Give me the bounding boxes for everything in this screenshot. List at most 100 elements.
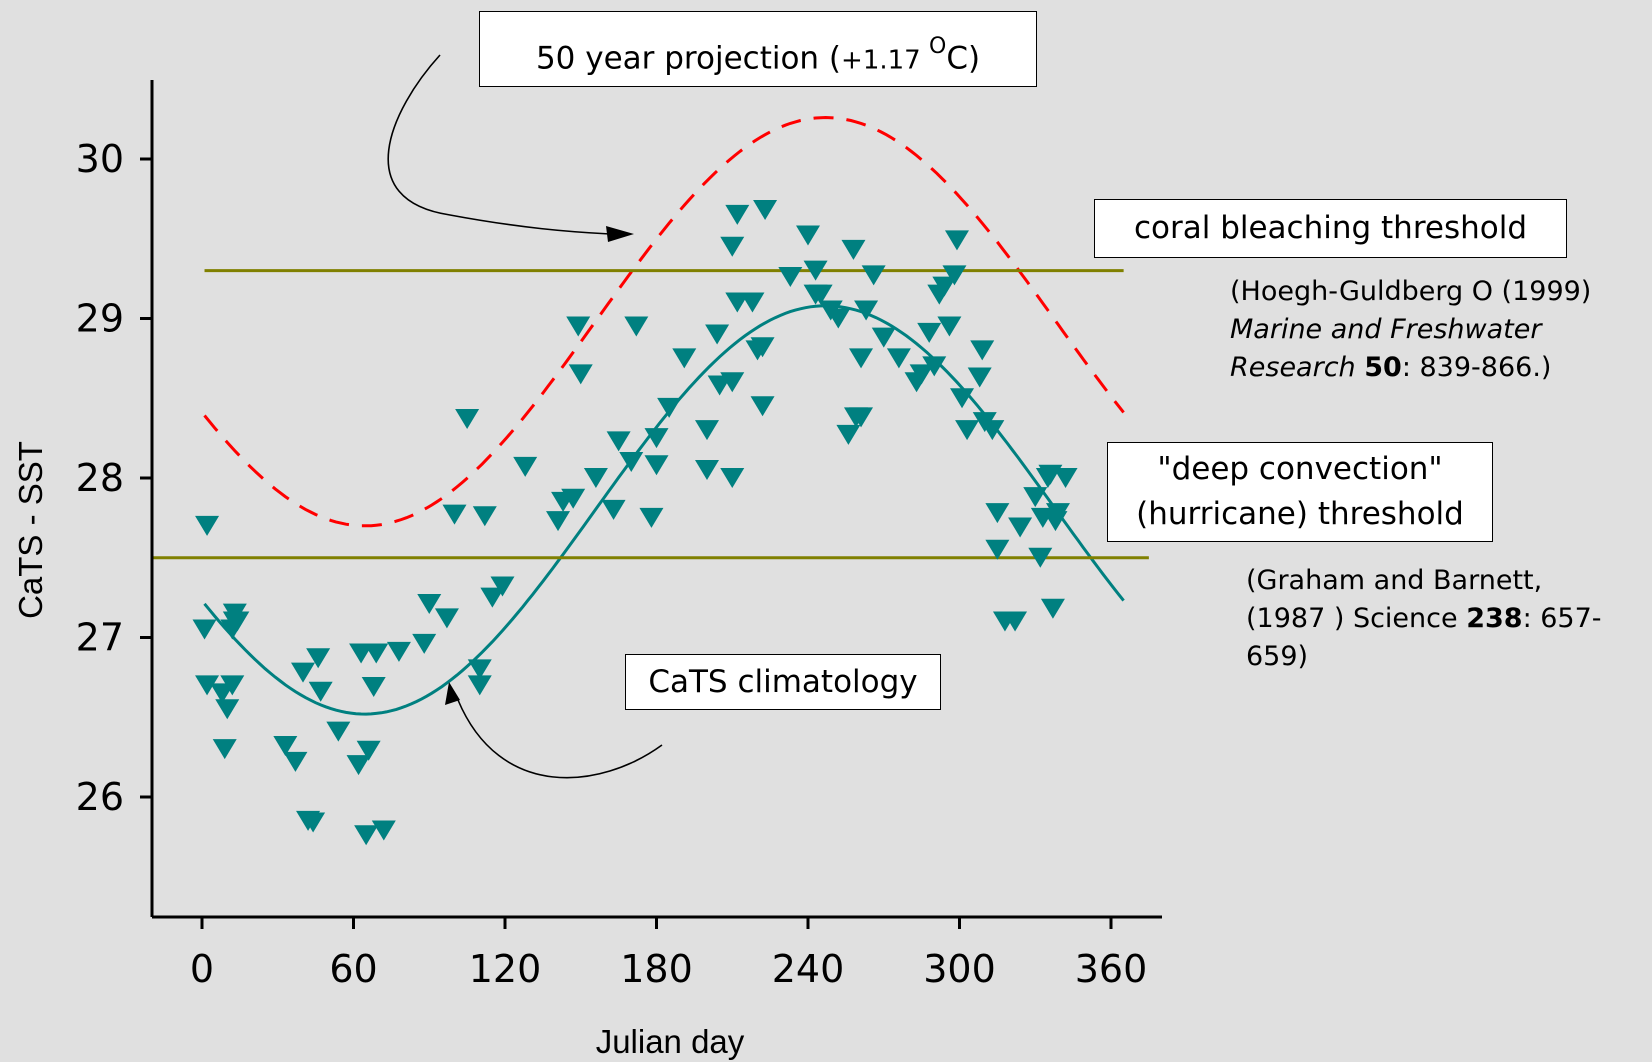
hurricane-label-line1: "deep convection" <box>1157 451 1443 487</box>
x-tick-label: 240 <box>772 947 845 991</box>
coral-ref-journal2: Research <box>1230 352 1356 383</box>
data-point <box>467 659 492 680</box>
y-tick-label: 26 <box>76 775 124 819</box>
data-point <box>195 675 220 696</box>
data-point <box>705 324 730 345</box>
projection-arrow <box>387 54 611 235</box>
hurricane-ref-line3: 659) <box>1246 641 1309 672</box>
data-point <box>215 699 240 720</box>
axes-layer <box>150 80 1162 919</box>
data-point <box>854 300 879 321</box>
x-tick-label: 180 <box>620 947 693 991</box>
y-tick-label: 28 <box>76 456 124 500</box>
projection-label-value: +1.17 <box>841 45 929 76</box>
data-point <box>725 204 750 225</box>
data-point <box>480 587 505 608</box>
data-point <box>222 603 247 624</box>
data-point <box>619 452 644 473</box>
projection-label-box: 50 year projection (+1.17 OC) <box>479 11 1037 87</box>
data-point <box>371 820 396 841</box>
data-point <box>937 316 962 337</box>
climatology-arrowhead <box>445 682 460 705</box>
data-point <box>639 507 664 528</box>
coral-ref-journal1: Marine and Freshwater <box>1230 314 1542 345</box>
data-point <box>361 676 386 697</box>
data-point <box>1023 487 1048 508</box>
data-point <box>803 260 828 281</box>
y-tick-label: 30 <box>76 137 124 181</box>
data-point <box>750 337 775 358</box>
coral-ref-line1: (Hoegh-Guldberg O (1999) <box>1230 276 1592 307</box>
ticks-layer: 0 60 120 180 240 300 360 26 27 28 29 30 <box>76 137 1148 991</box>
data-point <box>1008 517 1033 538</box>
lines-layer <box>151 115 1149 716</box>
data-point <box>346 755 371 776</box>
data-point <box>985 503 1010 524</box>
data-point <box>720 468 745 488</box>
data-point <box>291 662 315 683</box>
data-point <box>561 488 586 509</box>
climatology-curve <box>203 304 1125 716</box>
data-point <box>796 225 820 246</box>
projection-curve <box>203 115 1125 528</box>
data-point <box>442 504 467 525</box>
hurricane-ref-line2b: : 657- <box>1522 603 1602 634</box>
data-point <box>836 424 861 445</box>
data-point <box>212 739 237 760</box>
data-point <box>220 675 245 696</box>
data-point <box>624 316 649 337</box>
data-point <box>808 284 833 305</box>
coral-bleaching-reference: (Hoegh-Guldberg O (1999) Marine and Fres… <box>1230 273 1652 387</box>
x-axis-title: Julian day <box>596 1023 745 1060</box>
x-tick-label: 60 <box>329 947 377 991</box>
data-point <box>950 388 975 409</box>
data-point <box>657 397 682 418</box>
data-point <box>917 322 942 343</box>
data-point <box>970 340 995 361</box>
data-point <box>1040 598 1065 619</box>
data-point <box>932 276 957 297</box>
data-point <box>490 576 515 597</box>
data-point <box>841 239 866 260</box>
data-point <box>1053 468 1078 488</box>
data-point <box>513 456 538 477</box>
data-point <box>386 641 411 662</box>
x-tick-label: 0 <box>190 947 214 991</box>
data-point <box>601 499 626 520</box>
data-point <box>955 420 980 441</box>
data-point <box>583 468 608 488</box>
projection-label-text: 50 year projection ( <box>535 40 842 77</box>
data-point <box>644 428 669 449</box>
coral-bleaching-label-box: coral bleaching threshold <box>1094 199 1567 258</box>
data-point <box>672 348 697 369</box>
x-tick-label: 300 <box>923 947 996 991</box>
data-point <box>985 539 1010 560</box>
data-point <box>434 608 459 629</box>
data-point <box>720 372 745 393</box>
data-point <box>922 356 947 377</box>
hurricane-ref-volume: 238 <box>1466 603 1523 634</box>
projection-label-unit: C) <box>946 40 981 77</box>
data-point <box>967 367 992 388</box>
y-tick-label: 27 <box>76 616 124 660</box>
data-point <box>861 265 886 286</box>
data-point <box>644 455 669 476</box>
data-point <box>778 267 803 288</box>
data-point <box>412 633 437 654</box>
data-point <box>944 230 969 251</box>
hurricane-ref-line1: (Graham and Barnett, <box>1246 565 1543 596</box>
y-axis-title: CaTS - SST <box>12 441 49 619</box>
climatology-label: CaTS climatology <box>648 664 918 700</box>
data-point <box>455 408 480 429</box>
data-point <box>849 348 874 369</box>
data-point <box>273 735 298 756</box>
hurricane-reference: (Graham and Barnett, (1987 ) Science 238… <box>1246 562 1646 676</box>
data-point <box>980 420 1005 441</box>
y-tick-label: 29 <box>76 297 124 341</box>
data-point <box>849 407 874 428</box>
climatology-label-box: CaTS climatology <box>625 654 941 710</box>
data-point <box>417 594 442 615</box>
data-point <box>725 292 750 313</box>
data-point <box>871 327 896 348</box>
data-point <box>826 308 851 329</box>
